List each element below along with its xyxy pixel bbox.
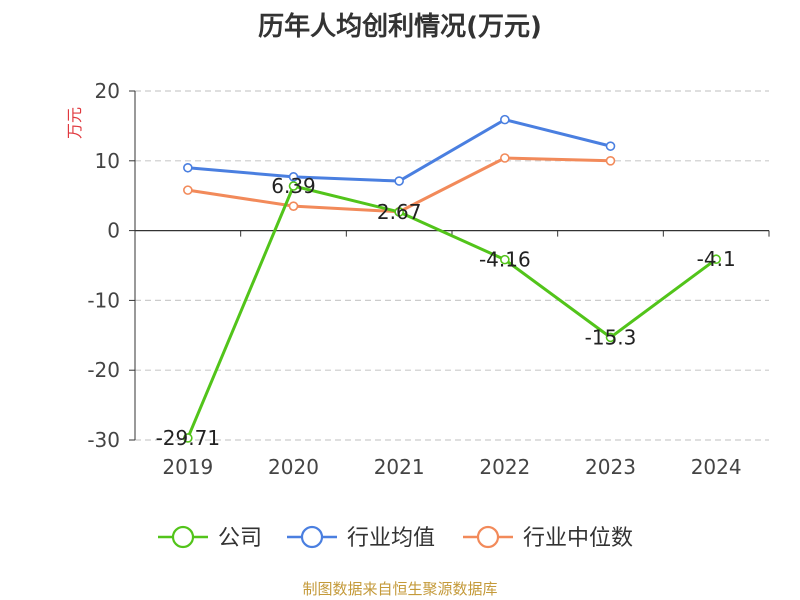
data-label: 6.39 xyxy=(271,174,316,198)
series-lines xyxy=(183,114,721,443)
legend-marker xyxy=(476,525,500,549)
data-point xyxy=(183,185,193,195)
data-point xyxy=(394,207,404,217)
data-point xyxy=(394,176,404,186)
data-point xyxy=(605,332,616,343)
y-tick-label: -10 xyxy=(87,288,120,312)
data-label: 2.67 xyxy=(377,200,422,224)
y-tick-label: -30 xyxy=(87,428,120,452)
y-tick-label: 10 xyxy=(95,149,120,173)
data-point xyxy=(288,172,299,182)
legend-item[interactable]: 公司 xyxy=(158,525,262,551)
y-tick-label: -20 xyxy=(87,358,120,382)
legend[interactable]: 公司 行业均值 行业中位数 xyxy=(158,525,633,551)
legend-label: 行业均值 xyxy=(347,526,435,551)
data-label: -29.71 xyxy=(156,426,220,450)
x-tick-label: 2022 xyxy=(479,455,530,479)
x-tick-label: 2023 xyxy=(585,455,636,479)
x-tick-label: 2020 xyxy=(268,455,319,479)
legend-marker xyxy=(171,525,195,549)
legend-item[interactable]: 行业均值 xyxy=(287,525,435,551)
data-point xyxy=(288,201,299,211)
data-point xyxy=(711,254,721,265)
x-tick-label: 2024 xyxy=(691,455,742,479)
y-tick-label: 0 xyxy=(107,219,120,243)
y-tick-label: 20 xyxy=(95,79,120,103)
data-point xyxy=(605,141,616,151)
series-line xyxy=(187,118,611,183)
x-tick-label: 2019 xyxy=(162,455,213,479)
chart-title: 历年人均创利情况(万元) xyxy=(258,12,542,42)
legend-item[interactable]: 行业中位数 xyxy=(463,525,633,551)
axes: -30 -20 -10 0 10 20 万元 2019 2020 2021 2022 2023 2024 xyxy=(65,79,770,479)
data-point xyxy=(183,162,193,173)
data-label: -15.3 xyxy=(585,325,637,349)
data-point xyxy=(500,254,510,265)
y-axis-label: 万元 xyxy=(65,107,84,139)
legend-label: 行业中位数 xyxy=(523,526,633,551)
data-labels: -29.71 6.39 2.67 -4.16 -15.3 -4.1 xyxy=(156,174,736,450)
data-point xyxy=(605,156,616,166)
source-footer: 制图数据来自恒生聚源数据库 xyxy=(302,580,498,598)
data-label: -4.1 xyxy=(697,247,736,271)
legend-marker xyxy=(300,525,324,549)
data-point xyxy=(183,433,193,443)
legend-label: 公司 xyxy=(218,526,262,551)
x-tick-label: 2021 xyxy=(374,455,425,479)
data-point xyxy=(500,114,510,125)
grid-lines xyxy=(135,90,769,441)
data-point xyxy=(288,181,299,191)
data-point xyxy=(500,153,510,163)
series-line xyxy=(186,184,718,439)
data-label: -4.16 xyxy=(479,248,531,272)
